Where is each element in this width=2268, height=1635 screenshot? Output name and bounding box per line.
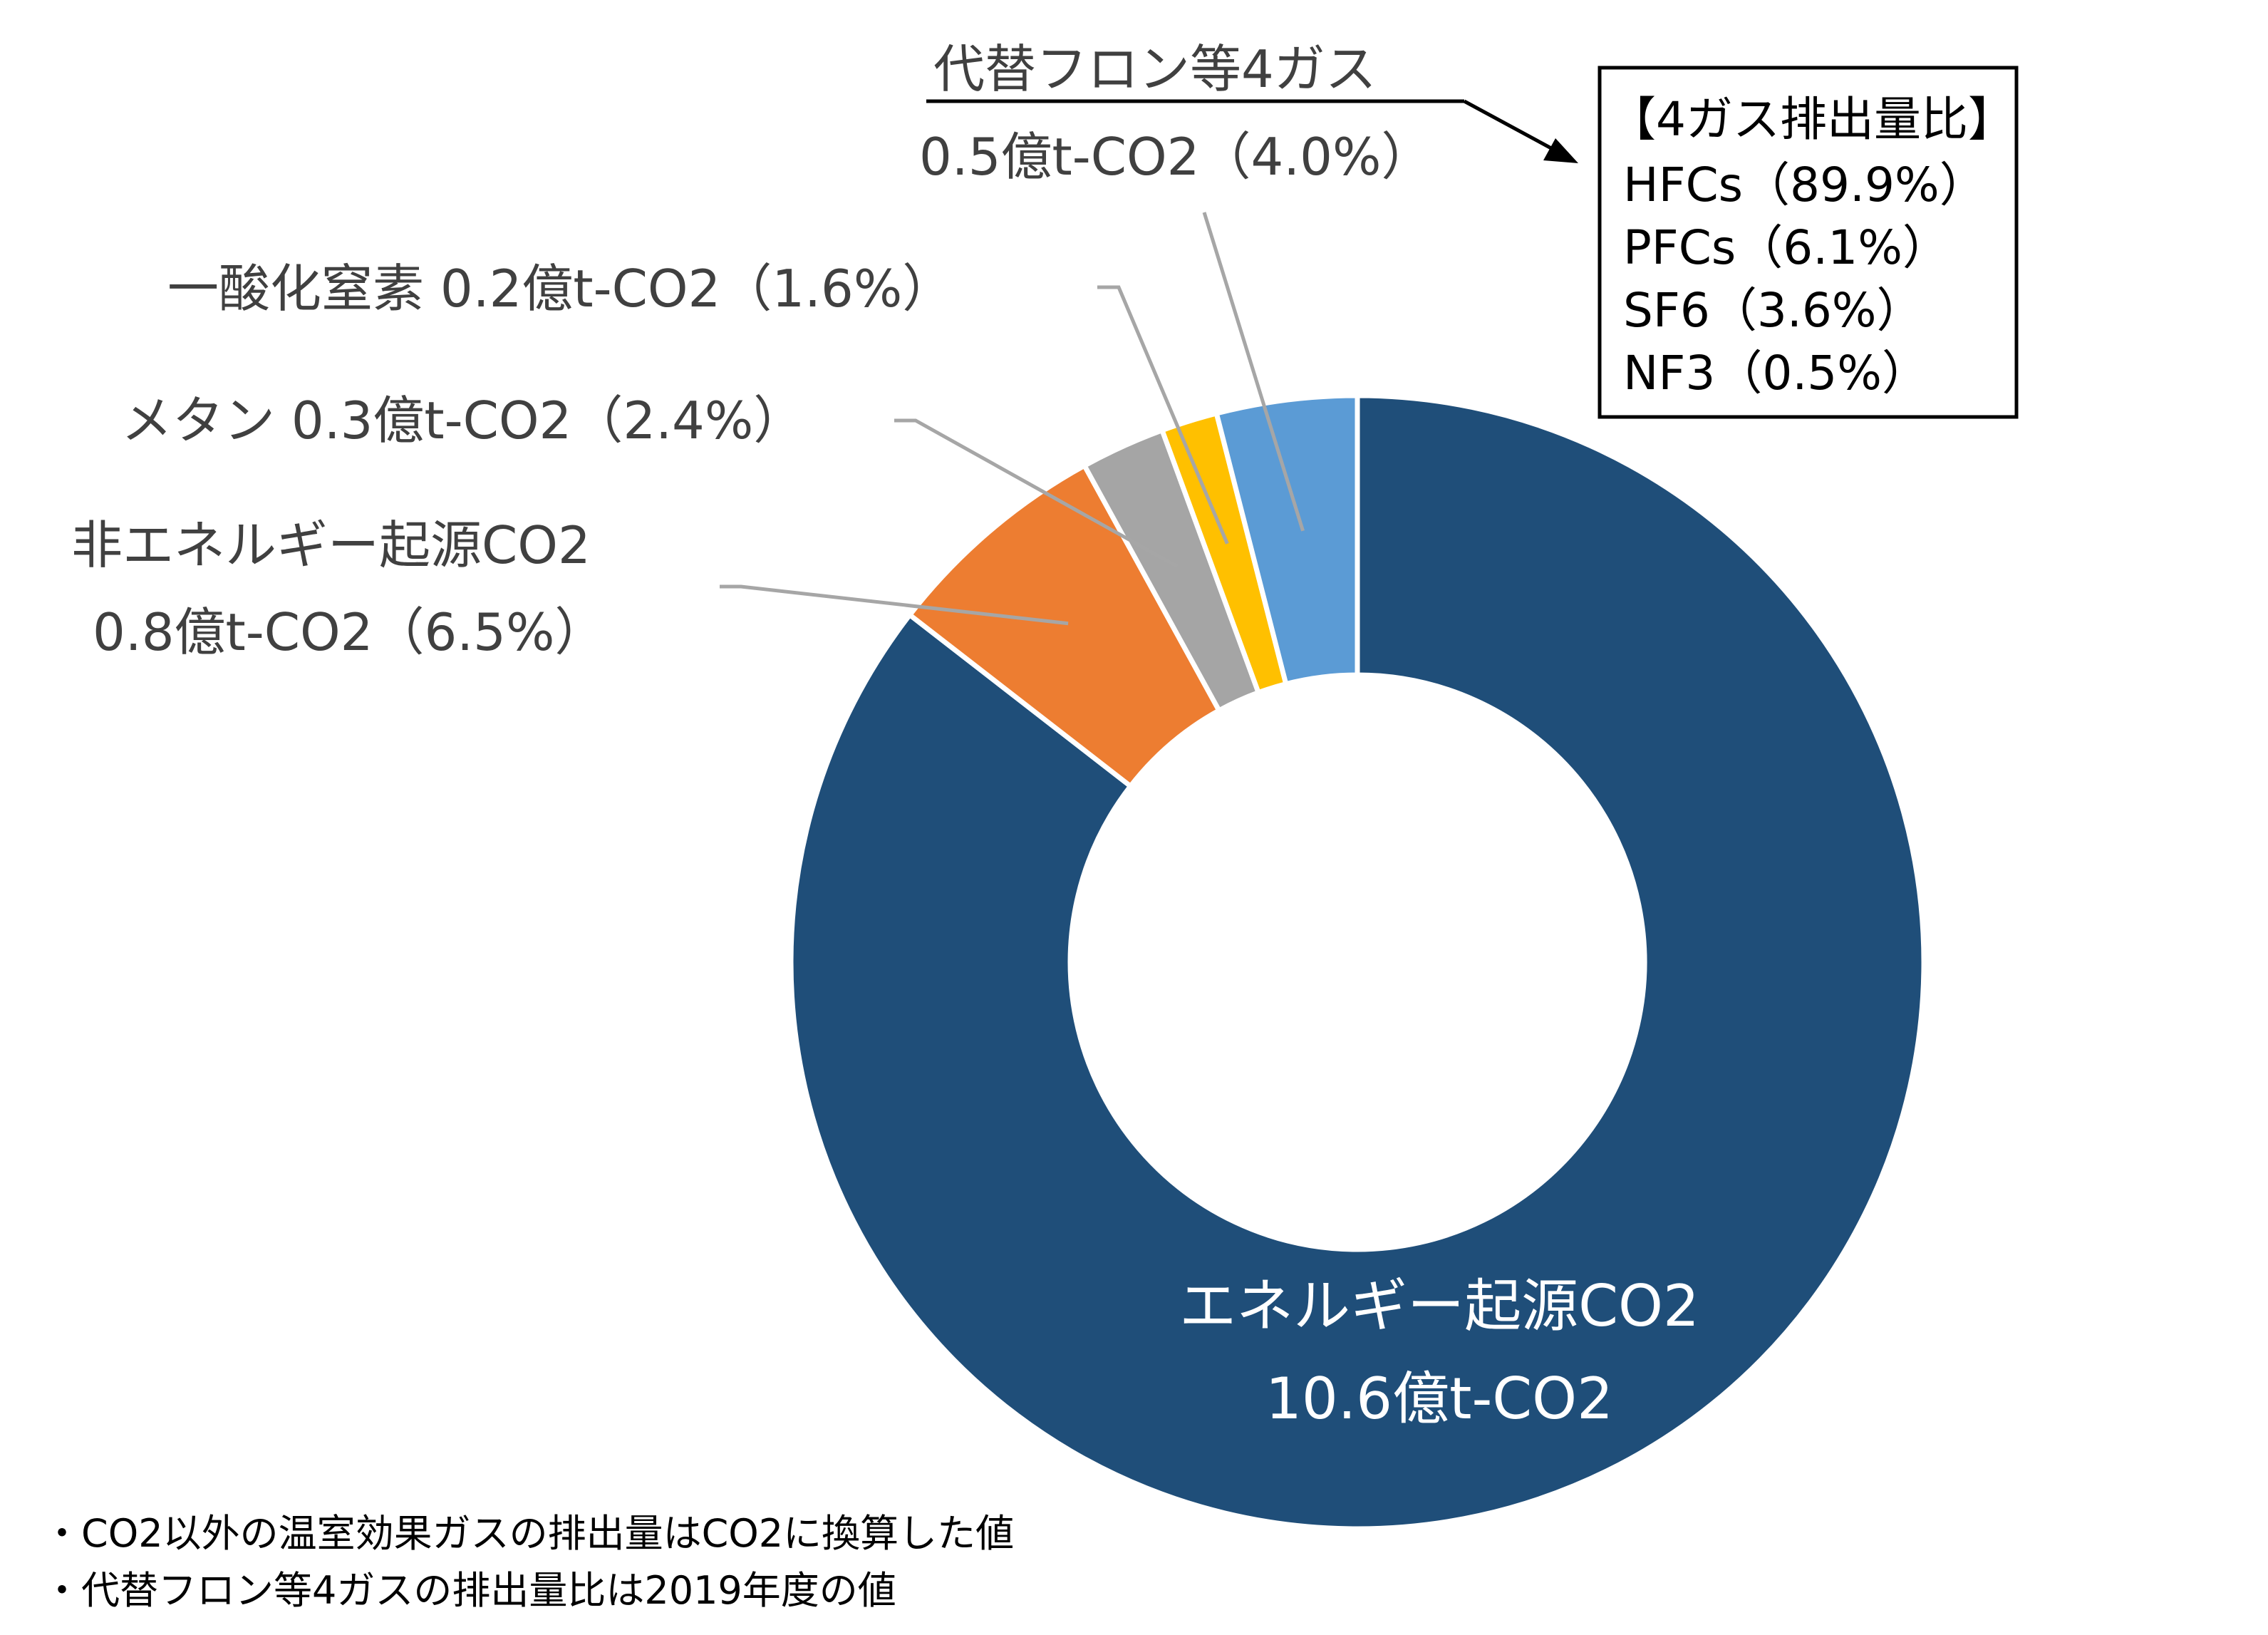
footnote-1: ・CO2以外の温室効果ガスの排出量はCO2に換算した値 — [43, 1511, 1014, 1556]
callout-arrow-head — [1543, 138, 1578, 163]
breakdown-item-sf6: SF6（3.6%） — [1623, 283, 1924, 338]
label-methane: メタン 0.3億t-CO2（2.4%） — [121, 391, 804, 450]
breakdown-item-pfcs: PFCs（6.1%） — [1623, 220, 1949, 275]
label-fluoro-name: 代替フロン等4ガス — [933, 39, 1377, 99]
leader-n2o — [1097, 285, 1229, 545]
label-fluoro-amount: 0.5億t-CO2（4.0%） — [919, 127, 1432, 187]
leader-fluoro — [1202, 212, 1305, 532]
breakdown-item-nf3: NF3（0.5%） — [1623, 346, 1929, 401]
label-energy-co2-amount: 10.6億t-CO2 — [1265, 1366, 1613, 1432]
callout-arrow-line — [1463, 99, 1562, 155]
label-n2o: 一酸化窒素 0.2億t-CO2（1.6%） — [167, 259, 953, 319]
label-nonenergy-co2-amount: 0.8億t-CO2（6.5%） — [93, 602, 606, 662]
label-nonenergy-co2-name: 非エネルギー起源CO2 — [71, 515, 591, 575]
slice-energy-co2 — [788, 393, 1927, 1532]
footnote-2: ・代替フロン等4ガスの排出量比は2019年度の値 — [43, 1568, 896, 1613]
slice-fluoro-gases — [1213, 393, 1360, 687]
donut-slices — [788, 393, 1927, 1532]
label-energy-co2-name: エネルギー起源CO2 — [1179, 1273, 1699, 1339]
breakdown-box-title: 【4ガス排出量比】 — [1609, 92, 2015, 147]
breakdown-box — [1598, 66, 2019, 419]
leader-nonenergy-co2 — [720, 584, 1069, 626]
leader-lines — [720, 212, 1305, 626]
breakdown-item-hfcs: HFCs（89.9%） — [1623, 158, 1987, 212]
leader-methane — [894, 418, 1179, 569]
